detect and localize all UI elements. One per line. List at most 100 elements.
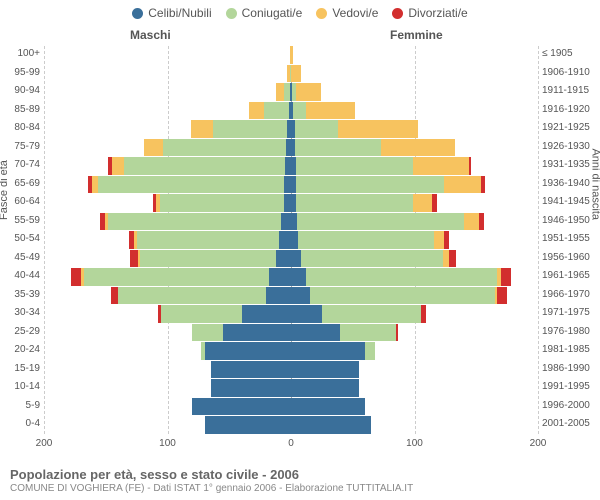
seg-s — [211, 379, 291, 397]
seg-w — [112, 157, 124, 175]
birth-tick: 1941-1945 — [542, 196, 590, 207]
seg-s — [205, 416, 291, 434]
birth-tick: 1921-1925 — [542, 122, 590, 133]
seg-w — [381, 139, 455, 157]
legend-swatch — [316, 8, 327, 19]
seg-d — [130, 250, 137, 268]
age-tick: 40-44 — [14, 270, 40, 281]
seg-m — [295, 139, 381, 157]
seg-m — [118, 287, 266, 305]
seg-s — [211, 361, 291, 379]
bar-right — [291, 83, 538, 101]
seg-s — [291, 250, 301, 268]
bar-right — [291, 120, 538, 138]
bar-left — [44, 416, 291, 434]
pyramid-row — [44, 287, 538, 305]
age-tick: 0-4 — [26, 418, 40, 429]
legend-swatch — [226, 8, 237, 19]
bar-right — [291, 139, 538, 157]
pyramid-row — [44, 102, 538, 120]
footer-title: Popolazione per età, sesso e stato civil… — [10, 467, 590, 482]
bar-right — [291, 102, 538, 120]
seg-s — [223, 324, 291, 342]
seg-m — [108, 213, 281, 231]
age-tick: 65-69 — [14, 178, 40, 189]
seg-d — [421, 305, 426, 323]
bar-right — [291, 268, 538, 286]
bar-right — [291, 361, 538, 379]
bar-left — [44, 342, 291, 360]
seg-d — [111, 287, 118, 305]
age-tick: 30-34 — [14, 307, 40, 318]
bar-left — [44, 268, 291, 286]
legend-swatch — [132, 8, 143, 19]
legend-item: Divorziati/e — [392, 6, 467, 20]
bar-left — [44, 305, 291, 323]
bar-left — [44, 83, 291, 101]
seg-m — [98, 176, 283, 194]
bar-left — [44, 231, 291, 249]
age-tick: 100+ — [17, 48, 40, 59]
seg-m — [160, 194, 284, 212]
seg-s — [291, 324, 340, 342]
bar-left — [44, 65, 291, 83]
seg-m — [124, 157, 285, 175]
seg-m — [163, 139, 287, 157]
seg-m — [298, 231, 434, 249]
pyramid-row — [44, 361, 538, 379]
seg-m — [84, 268, 269, 286]
pyramid-row — [44, 176, 538, 194]
seg-s — [291, 268, 306, 286]
age-axis: 0-45-910-1415-1920-2425-2930-3435-3940-4… — [0, 46, 44, 434]
bar-right — [291, 65, 538, 83]
pyramid-row — [44, 416, 538, 434]
bar-right — [291, 342, 538, 360]
seg-m — [322, 305, 421, 323]
x-tick: 100 — [159, 438, 176, 449]
legend-item: Celibi/Nubili — [132, 6, 211, 20]
pyramid-row — [44, 139, 538, 157]
age-tick: 45-49 — [14, 252, 40, 263]
bar-left — [44, 287, 291, 305]
pyramid-row — [44, 157, 538, 175]
birth-tick: 1991-1995 — [542, 381, 590, 392]
gridline — [538, 46, 539, 434]
bar-right — [291, 287, 538, 305]
seg-w — [338, 120, 418, 138]
seg-m — [264, 102, 289, 120]
bar-left — [44, 324, 291, 342]
plot-area: 2001000100200 — [44, 46, 538, 434]
seg-d — [396, 324, 398, 342]
age-tick: 55-59 — [14, 215, 40, 226]
age-tick: 5-9 — [26, 400, 40, 411]
birth-tick: 1966-1970 — [542, 289, 590, 300]
bar-right — [291, 324, 538, 342]
seg-s — [291, 342, 365, 360]
seg-d — [497, 287, 507, 305]
birth-tick: 1996-2000 — [542, 400, 590, 411]
seg-w — [413, 194, 432, 212]
bar-left — [44, 379, 291, 397]
seg-s — [291, 305, 322, 323]
bar-right — [291, 231, 538, 249]
seg-m — [295, 120, 338, 138]
bar-left — [44, 213, 291, 231]
birth-tick: 1936-1940 — [542, 178, 590, 189]
seg-d — [71, 268, 81, 286]
birth-tick: 1956-1960 — [542, 252, 590, 263]
pyramid-row — [44, 342, 538, 360]
footer-subtitle: COMUNE DI VOGHIERA (FE) - Dati ISTAT 1° … — [10, 483, 590, 494]
seg-s — [291, 361, 359, 379]
seg-d — [432, 194, 437, 212]
legend-swatch — [392, 8, 403, 19]
pyramid-row — [44, 46, 538, 64]
seg-w — [413, 157, 469, 175]
seg-s — [284, 176, 291, 194]
age-tick: 35-39 — [14, 289, 40, 300]
bar-right — [291, 157, 538, 175]
seg-m — [293, 102, 305, 120]
age-tick: 50-54 — [14, 233, 40, 244]
birth-tick: 1926-1930 — [542, 141, 590, 152]
bar-left — [44, 139, 291, 157]
seg-s — [279, 231, 291, 249]
